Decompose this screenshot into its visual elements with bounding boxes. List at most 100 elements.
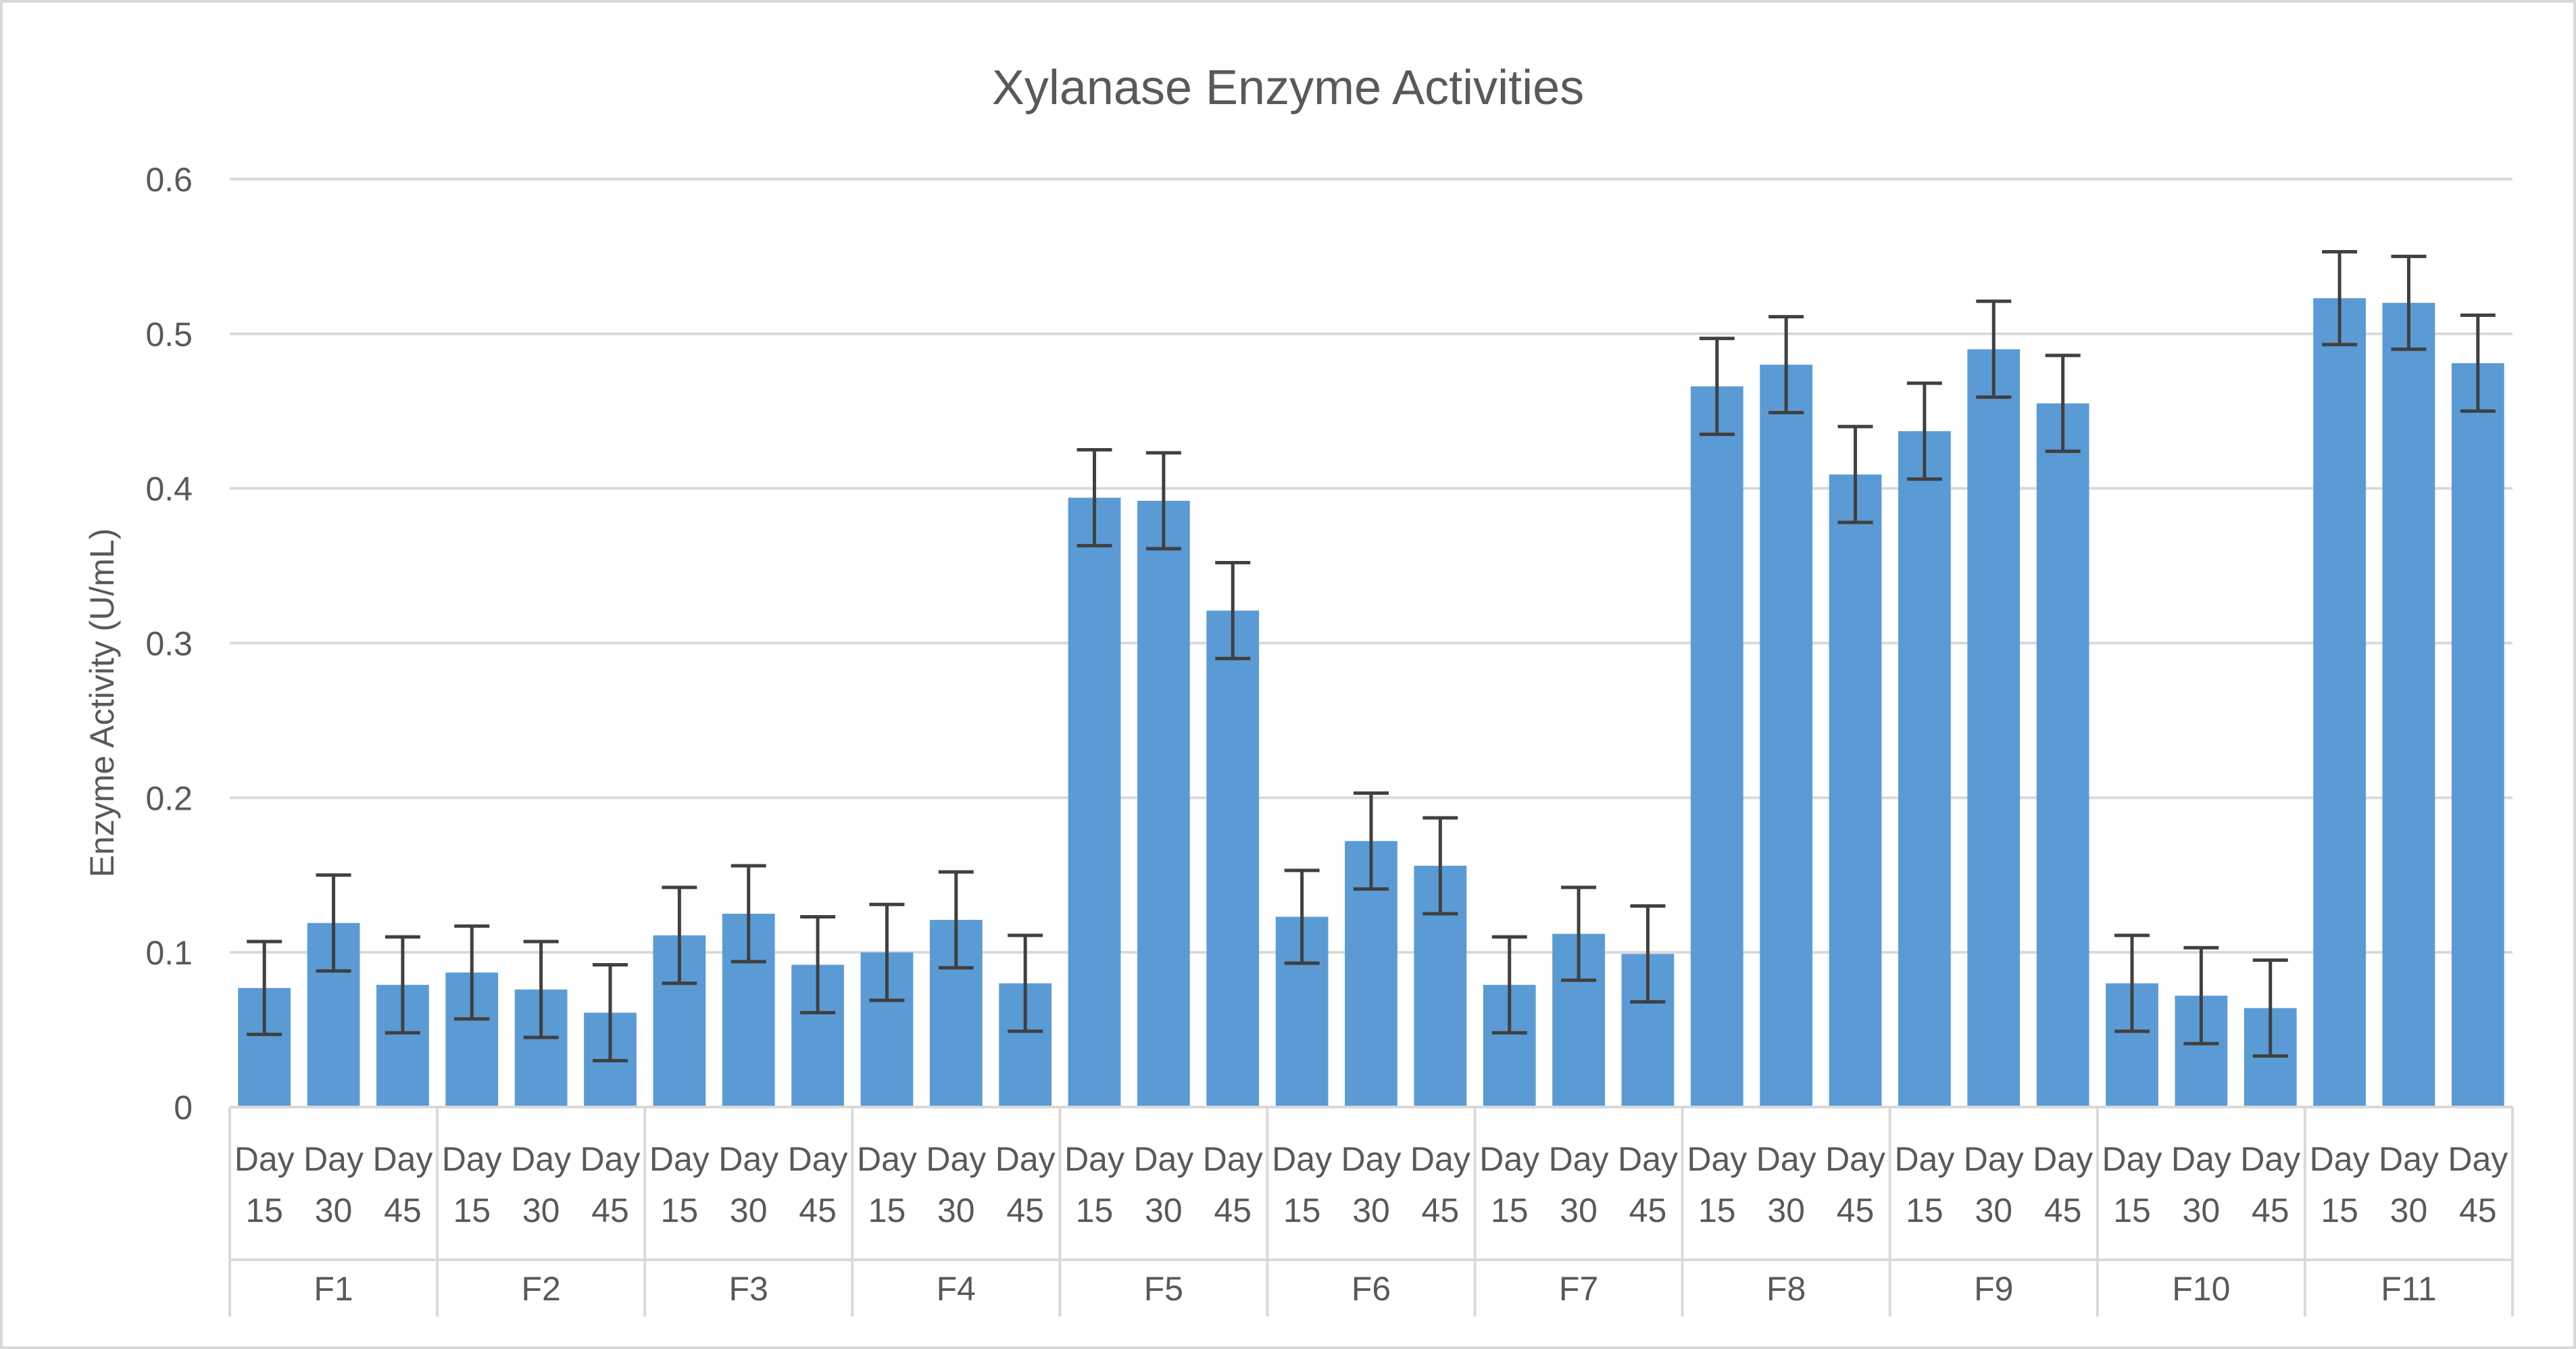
bar xyxy=(2382,303,2435,1108)
x-tick-label-day: Day xyxy=(995,1140,1056,1178)
x-tick-label-number: 15 xyxy=(661,1192,699,1229)
y-tick-label: 0.5 xyxy=(145,316,193,353)
y-tick-label: 0 xyxy=(174,1089,193,1127)
x-tick-label-day: Day xyxy=(1410,1140,1470,1178)
bar xyxy=(2451,363,2504,1107)
y-tick-label: 0.2 xyxy=(145,779,193,817)
bar xyxy=(2036,403,2089,1107)
x-tick-label-day: Day xyxy=(649,1140,710,1178)
group-label: F1 xyxy=(314,1270,353,1308)
group-label: F2 xyxy=(521,1270,560,1308)
x-tick-label-number: 45 xyxy=(2044,1192,2082,1229)
x-tick-label-day: Day xyxy=(718,1140,778,1178)
x-tick-label-number: 30 xyxy=(730,1192,768,1229)
y-tick-label: 0.3 xyxy=(145,625,193,663)
x-tick-label-number: 15 xyxy=(2113,1192,2151,1229)
x-tick-label-day: Day xyxy=(857,1140,917,1178)
bar xyxy=(1690,386,1743,1107)
x-tick-label-day: Day xyxy=(2379,1140,2439,1178)
x-tick-label-day: Day xyxy=(303,1140,364,1178)
x-tick-label-day: Day xyxy=(442,1140,502,1178)
x-tick-label-day: Day xyxy=(2171,1140,2231,1178)
x-tick-label-day: Day xyxy=(926,1140,986,1178)
x-tick-label-number: 45 xyxy=(1422,1192,1460,1229)
x-tick-label-number: 30 xyxy=(1560,1192,1597,1229)
x-tick-label-day: Day xyxy=(234,1140,295,1178)
x-tick-label-number: 45 xyxy=(1006,1192,1044,1229)
y-axis-ticks: 0 0.1 0.2 0.3 0.4 0.5 0.6 xyxy=(145,161,193,1127)
x-tick-label-day: Day xyxy=(2102,1140,2162,1178)
bar xyxy=(1068,497,1121,1107)
x-tick-label-day: Day xyxy=(1894,1140,1954,1178)
y-tick-label: 0.4 xyxy=(145,470,193,508)
x-tick-label-number: 45 xyxy=(1629,1192,1667,1229)
x-tick-label-number: 45 xyxy=(1214,1192,1252,1229)
x-tick-label-number: 15 xyxy=(1906,1192,1943,1229)
x-tick-label-number: 45 xyxy=(799,1192,837,1229)
bar xyxy=(1760,364,1813,1107)
error-bars xyxy=(247,250,2496,1062)
x-tick-label-day: Day xyxy=(1825,1140,1885,1178)
x-tick-label-number: 15 xyxy=(1076,1192,1114,1229)
x-tick-label-day: Day xyxy=(1341,1140,1402,1178)
x-tick-label-number: 45 xyxy=(384,1192,422,1229)
y-tick-label: 0.1 xyxy=(145,934,193,972)
x-tick-label-number: 30 xyxy=(937,1192,975,1229)
group-label: F3 xyxy=(729,1270,768,1308)
x-tick-label-day: Day xyxy=(580,1140,641,1178)
x-tick-label-number: 15 xyxy=(1283,1192,1321,1229)
x-tick-label-day: Day xyxy=(2033,1140,2093,1178)
y-axis-label: Enzyme Activity (U/mL) xyxy=(83,529,121,878)
group-label: F8 xyxy=(1766,1270,1806,1308)
x-tick-label-day: Day xyxy=(1756,1140,1816,1178)
x-tick-label-number: 15 xyxy=(1491,1192,1529,1229)
x-tick-label-day: Day xyxy=(788,1140,848,1178)
x-tick-label-number: 30 xyxy=(522,1192,560,1229)
group-label: F5 xyxy=(1144,1270,1183,1308)
x-tick-label-number: 30 xyxy=(1145,1192,1183,1229)
x-tick-label-number: 15 xyxy=(868,1192,906,1229)
group-label: F9 xyxy=(1974,1270,2013,1308)
x-tick-label-number: 15 xyxy=(245,1192,283,1229)
x-tick-label-number: 30 xyxy=(2390,1192,2428,1229)
y-tick-label: 0.6 xyxy=(145,161,193,199)
bar xyxy=(2313,298,2366,1107)
x-tick-label-number: 45 xyxy=(2252,1192,2289,1229)
x-tick-label-day: Day xyxy=(372,1140,432,1178)
x-tick-label-number: 30 xyxy=(1975,1192,2012,1229)
x-tick-label-number: 15 xyxy=(1698,1192,1736,1229)
group-label: F6 xyxy=(1352,1270,1391,1308)
bar xyxy=(1206,610,1260,1107)
x-tick-label-number: 45 xyxy=(1837,1192,1875,1229)
x-tick-label-number: 30 xyxy=(2183,1192,2221,1229)
x-tick-label-day: Day xyxy=(1479,1140,1539,1178)
x-tick-label-day: Day xyxy=(1549,1140,1609,1178)
chart-title: Xylanase Enzyme Activities xyxy=(992,61,1584,115)
group-label: F4 xyxy=(937,1270,976,1308)
x-tick-label-day: Day xyxy=(1064,1140,1124,1178)
x-tick-label-day: Day xyxy=(1272,1140,1332,1178)
x-tick-label-number: 30 xyxy=(315,1192,353,1229)
bar xyxy=(1829,474,1882,1107)
x-tick-label-number: 15 xyxy=(453,1192,491,1229)
bar xyxy=(1967,349,2021,1107)
bar xyxy=(1137,500,1190,1107)
x-tick-label-day: Day xyxy=(2240,1140,2300,1178)
x-tick-label-day: Day xyxy=(1687,1140,1747,1178)
x-tick-label-number: 45 xyxy=(2459,1192,2497,1229)
x-tick-label-number: 15 xyxy=(2321,1192,2358,1229)
x-axis: Day 15 Day 30 Day 45 F1 Day 15 Day 30 Day 45 F2 Day 15 D… xyxy=(228,1106,2514,1317)
x-tick-label-day: Day xyxy=(1964,1140,2024,1178)
group-label: F7 xyxy=(1559,1270,1598,1308)
x-tick-label-day: Day xyxy=(1133,1140,1193,1178)
x-tick-label-day: Day xyxy=(2310,1140,2370,1178)
group-label: F10 xyxy=(2172,1270,2230,1308)
x-tick-label-day: Day xyxy=(511,1140,571,1178)
x-tick-label-day: Day xyxy=(1618,1140,1678,1178)
x-tick-label-day: Day xyxy=(1203,1140,1263,1178)
x-tick-label-day: Day xyxy=(2448,1140,2508,1178)
group-label: F11 xyxy=(2381,1270,2436,1308)
